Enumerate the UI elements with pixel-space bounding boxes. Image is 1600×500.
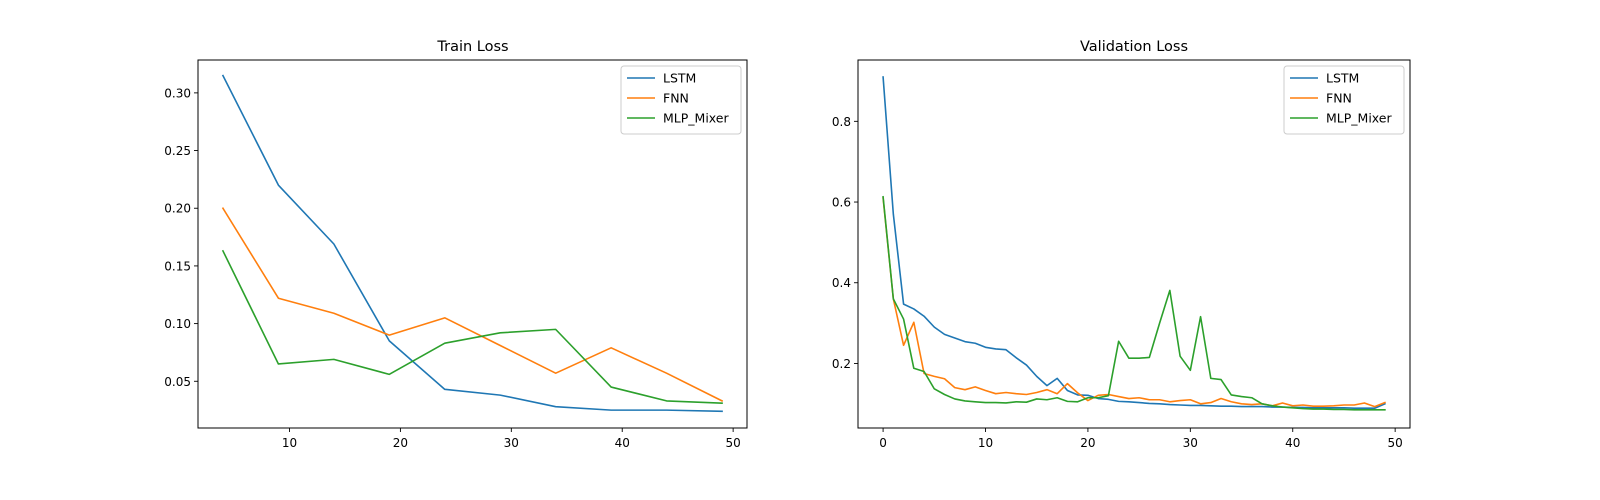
validation-loss-xtick-label: 10 bbox=[978, 436, 993, 450]
validation-loss-ytick-label: 0.8 bbox=[832, 115, 851, 129]
validation-loss-legend-label-lstm: LSTM bbox=[1326, 71, 1359, 86]
validation-loss-legend-box bbox=[1283, 65, 1405, 135]
train-loss-title: Train Loss bbox=[436, 39, 508, 55]
train-loss-ytick-label: 0.30 bbox=[164, 86, 191, 100]
validation-loss-xtick-label: 20 bbox=[1080, 436, 1095, 450]
train-loss-ytick-label: 0.15 bbox=[164, 259, 191, 273]
validation-loss-series-layer bbox=[882, 76, 1386, 411]
validation-loss-ytick-label: 0.4 bbox=[832, 276, 851, 290]
validation-loss-panel: Validation Loss 0 10 20 30 40 500.20.40.60.8 … bbox=[832, 39, 1411, 450]
validation-loss-ticks: 0 10 20 30 40 50 0.2 0.4 0.6 0.8 bbox=[832, 115, 1403, 450]
train-loss-panel: Train Loss 10 20 30 40 50 0.05 0.10 0.15 0.20 0.2… bbox=[164, 39, 748, 450]
train-loss-series-line-mlp-mixer bbox=[221, 249, 723, 405]
train-loss-axes-frame bbox=[197, 59, 748, 429]
train-loss-legend-box bbox=[620, 65, 742, 135]
train-loss-legend: LSTM FNN MLP_Mixer bbox=[620, 65, 742, 135]
validation-loss-ytick-label: 0.6 bbox=[832, 196, 851, 210]
validation-loss-ytick-label: 0.2 bbox=[832, 357, 851, 371]
validation-loss-xtick-label: 0 bbox=[879, 436, 887, 450]
train-loss-series-line-fnn bbox=[221, 207, 724, 402]
train-loss-series-line-lstm bbox=[221, 74, 723, 413]
train-loss-series-layer bbox=[221, 74, 724, 413]
validation-loss-series-line-mlp-mixer bbox=[882, 195, 1386, 411]
validation-loss-legend: LSTM FNN MLP_Mixer bbox=[1283, 65, 1405, 135]
train-loss-xtick-label: 50 bbox=[725, 436, 740, 450]
train-loss-legend-label-mlp-mixer: MLP_Mixer bbox=[663, 111, 729, 126]
validation-loss-xtick-label: 30 bbox=[1183, 436, 1198, 450]
validation-loss-legend-label-mlp-mixer: MLP_Mixer bbox=[1326, 111, 1392, 126]
train-loss-legend-label-lstm: LSTM bbox=[663, 71, 696, 86]
validation-loss-axes-frame bbox=[857, 59, 1411, 429]
validation-loss-series-line-lstm bbox=[882, 76, 1386, 410]
train-loss-xtick-label: 30 bbox=[504, 436, 519, 450]
train-loss-xtick-label: 10 bbox=[282, 436, 297, 450]
train-loss-ytick-label: 0.10 bbox=[164, 317, 191, 331]
train-loss-xtick-label: 20 bbox=[393, 436, 408, 450]
validation-loss-legend-label-fnn: FNN bbox=[1326, 91, 1352, 106]
validation-loss-xtick-label: 50 bbox=[1388, 436, 1403, 450]
train-loss-xtick-label: 40 bbox=[615, 436, 630, 450]
train-loss-legend-label-fnn: FNN bbox=[663, 91, 689, 106]
validation-loss-xtick-label: 40 bbox=[1285, 436, 1300, 450]
validation-loss-title: Validation Loss bbox=[1080, 39, 1188, 55]
train-loss-ytick-label: 0.25 bbox=[164, 144, 191, 158]
validation-loss-series-line-fnn bbox=[882, 197, 1386, 408]
train-loss-ytick-label: 0.20 bbox=[164, 202, 191, 216]
train-loss-ticks: 10 20 30 40 50 0.05 0.10 0.15 0.20 0.25 0.30 bbox=[164, 86, 740, 450]
train-loss-ytick-label: 0.05 bbox=[164, 375, 191, 389]
